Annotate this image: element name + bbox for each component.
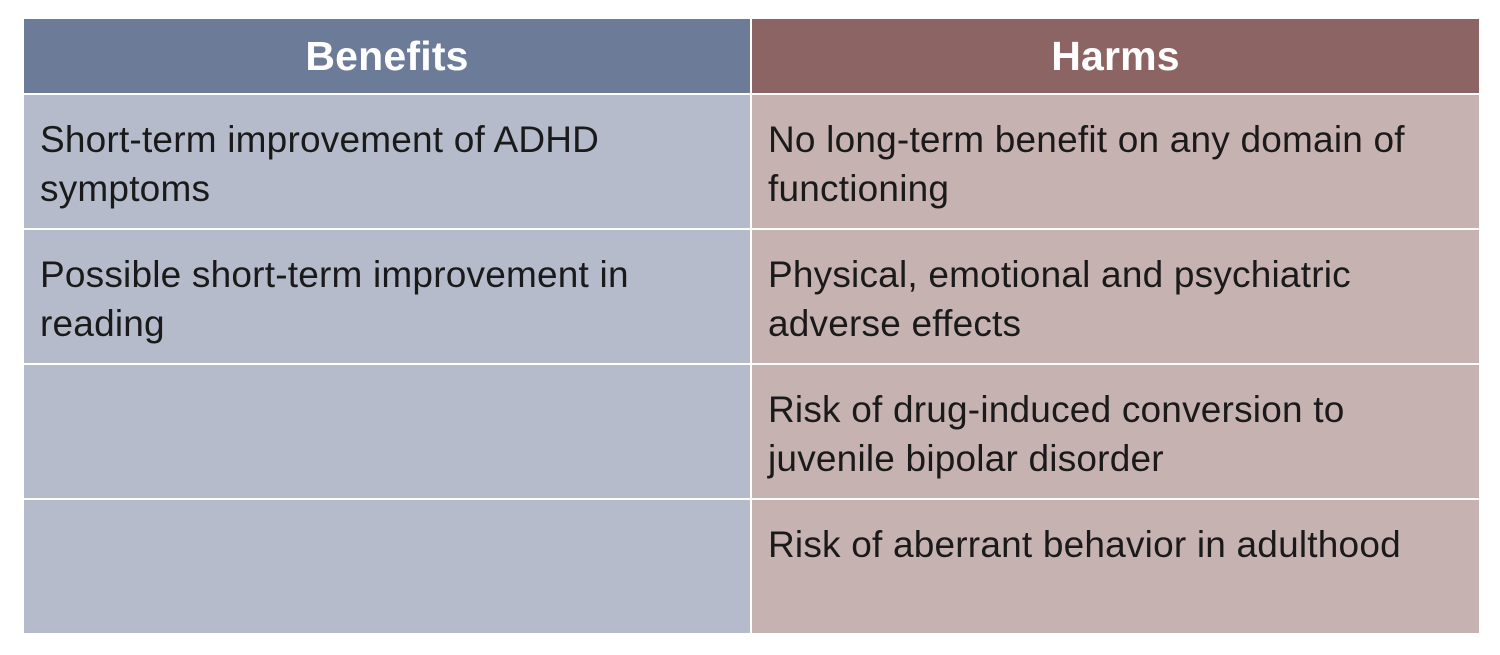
harm-cell-3: Risk of drug-induced conversion to juven…	[752, 365, 1479, 498]
benefit-cell-4	[24, 500, 750, 633]
benefits-harms-table: Benefits Harms Short-term improvement of…	[24, 19, 1479, 633]
header-harms: Harms	[752, 19, 1479, 93]
harm-cell-1: No long-term benefit on any domain of fu…	[752, 95, 1479, 228]
header-benefits: Benefits	[24, 19, 750, 93]
harm-cell-2: Physical, emotional and psychiatric adve…	[752, 230, 1479, 363]
harm-cell-4: Risk of aberrant behavior in adulthood	[752, 500, 1479, 633]
benefit-cell-1: Short-term improvement of ADHD symptoms	[24, 95, 750, 228]
benefit-cell-3	[24, 365, 750, 498]
benefit-cell-2: Possible short-term improvement in readi…	[24, 230, 750, 363]
